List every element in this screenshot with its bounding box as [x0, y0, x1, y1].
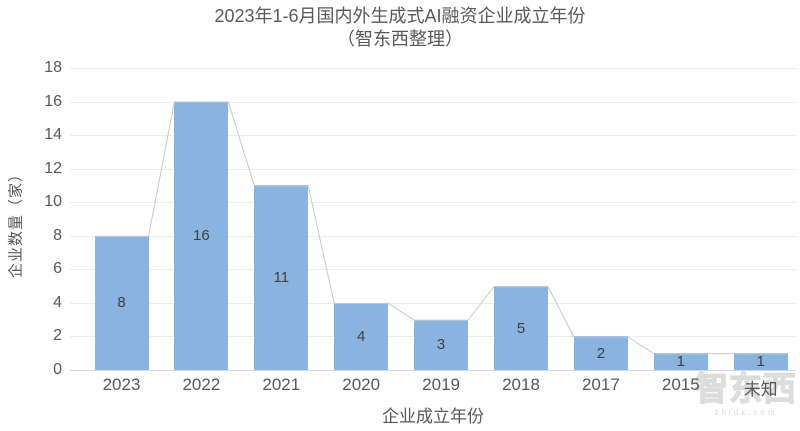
- y-tick-label: 8: [53, 226, 62, 244]
- bar-value-label: 4: [357, 327, 366, 345]
- y-tick-label: 12: [44, 159, 62, 177]
- bar-2022: 16: [174, 101, 229, 370]
- bar-2018: 5: [494, 286, 548, 370]
- zhidx-logo: 智东西: [694, 369, 797, 407]
- bar-value-label: 1: [676, 353, 685, 371]
- chart-header: 2023年1-6月国内外生成式AI融资企业成立年份 （智东西整理）: [0, 5, 800, 51]
- y-tick-label: 18: [44, 59, 62, 76]
- x-tick-label: 2023: [102, 375, 141, 394]
- bar-2019: 3: [414, 319, 469, 370]
- bar-value-label: 8: [117, 294, 126, 312]
- bar-value-label: 16: [193, 227, 210, 245]
- y-tick-label: 10: [44, 193, 62, 211]
- x-axis-title: 企业成立年份: [382, 407, 484, 426]
- bar-value-label: 11: [273, 269, 290, 287]
- x-tick-label: 2020: [342, 375, 381, 394]
- watermark: 智东西 zhidx.com: [693, 369, 799, 417]
- y-tick-label: 6: [53, 260, 62, 278]
- bar-value-label: 2: [596, 344, 606, 362]
- bar-value-label: 3: [436, 336, 446, 354]
- y-tick-label: 16: [44, 92, 62, 110]
- chart-title: 2023年1-6月国内外生成式AI融资企业成立年份: [214, 6, 586, 26]
- x-axis-line: [70, 370, 796, 371]
- x-tick-label: 2022: [182, 375, 221, 394]
- x-tick-label: 2015: [661, 375, 700, 394]
- y-tick-label: 0: [53, 361, 62, 378]
- x-tick-label: 2017: [581, 375, 620, 394]
- x-tick-label: 未知: [743, 380, 778, 399]
- gridline: [70, 68, 796, 69]
- bar-2015: 1: [653, 353, 708, 371]
- bar-2023: 8: [94, 235, 149, 370]
- x-tick-label: 2019: [422, 375, 460, 394]
- bar-2021: 11: [254, 185, 309, 370]
- y-tick-label: 4: [53, 293, 62, 311]
- bar-未知: 1: [733, 353, 788, 371]
- bar-value-label: 1: [756, 353, 765, 371]
- x-tick-label: 2021: [262, 375, 301, 394]
- chart-subtitle: （智东西整理）: [337, 29, 463, 49]
- bar-value-label: 5: [516, 319, 526, 337]
- x-tick-label: 2018: [502, 375, 540, 394]
- y-tick-label: 14: [44, 126, 62, 144]
- y-tick-label: 2: [53, 327, 62, 345]
- bar-2020: 4: [334, 302, 389, 370]
- watermark-url: zhidx.com: [714, 408, 778, 417]
- bar-2017: 2: [573, 336, 628, 370]
